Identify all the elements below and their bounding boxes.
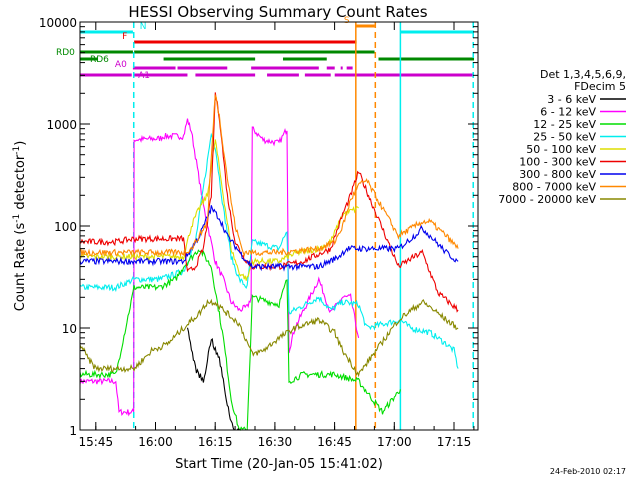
y-tick-label-4: 10000 [39,16,77,30]
legend-label-3: 25 - 50 keV [533,131,596,144]
series-line-8 [186,327,240,431]
y-axis-label: Count Rate (s-1 detector-1) [12,141,28,312]
state-label-a1: A1 [138,71,150,81]
x-tick-label-1: 16:00 [138,435,173,449]
series-line-7 [79,298,459,378]
y-tick-label-1: 10 [62,322,77,336]
y-axis-ticks: 1 10 100 1000 10000 [39,16,478,438]
series-line-3 [79,139,359,281]
x-tick-label-5: 17:00 [377,435,412,449]
legend-label-6: 300 - 800 keV [519,168,596,181]
x-axis-label: Start Time (20-Jan-05 15:41:02) [175,457,383,472]
state-label-a0: A0 [115,60,127,70]
y-tick-label-3: 1000 [46,118,77,132]
series-lines [79,92,459,431]
legend-header-line1: Det 1,3,4,5,6,9, [540,68,626,81]
y-tick-label-0: 1 [69,424,77,438]
state-label-n: N [140,22,147,32]
state-label-rd6: RD6 [90,55,109,65]
x-tick-label-3: 16:30 [258,435,293,449]
state-label-f: F [122,32,127,42]
x-tick-label-2: 16:15 [198,435,233,449]
legend-label-4: 50 - 100 keV [526,143,596,156]
series-line-1 [79,132,459,369]
state-label-rd0: RD0 [56,48,75,58]
legend-label-8: 7000 - 20000 keV [498,193,596,206]
observing-states: N F S RD0 RD6 A0 A1 [56,16,475,81]
x-tick-label-0: 15:45 [79,435,114,449]
series-line-0 [79,118,360,417]
series-line-6 [79,93,459,258]
x-tick-label-6: 17:15 [437,435,472,449]
plot-timestamp: 24-Feb-2010 02:17 [550,467,626,476]
legend-label-1: 6 - 12 keV [540,106,596,119]
legend-label-7: 800 - 7000 keV [512,181,596,194]
legend-label-2: 12 - 25 keV [533,118,596,131]
y-tick-label-2: 100 [54,220,77,234]
legend-label-5: 100 - 300 keV [519,156,596,169]
chart-title: HESSI Observing Summary Count Rates [128,3,427,21]
x-tick-label-4: 16:45 [317,435,352,449]
legend-label-0: 3 - 6 keV [547,93,596,106]
x-axis-ticks: 15:45 16:00 16:15 16:30 16:45 17:00 17:15 [79,22,475,449]
series-line-5 [79,205,459,272]
state-label-s: S [344,16,350,26]
legend-header-line2: FDecim 5 [574,80,626,93]
